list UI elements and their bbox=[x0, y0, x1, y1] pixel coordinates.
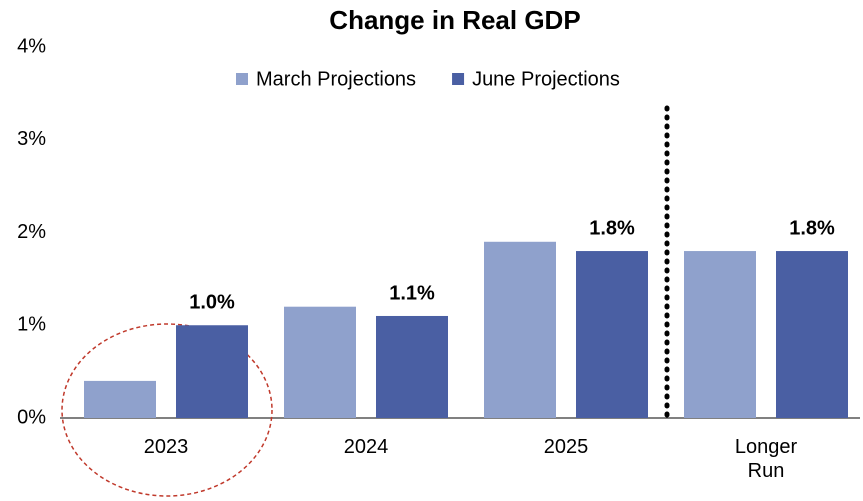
bar bbox=[376, 315, 448, 418]
data-label: 1.1% bbox=[389, 282, 435, 304]
bar bbox=[176, 325, 248, 418]
y-tick-label: 2% bbox=[17, 221, 46, 243]
bar bbox=[576, 251, 648, 418]
bar bbox=[484, 241, 556, 418]
bar bbox=[284, 306, 356, 418]
legend-label: June Projections bbox=[472, 68, 620, 90]
chart-title: Change in Real GDP bbox=[329, 5, 580, 35]
x-tick-label: Longer Run bbox=[734, 436, 798, 482]
legend-label: March Projections bbox=[256, 68, 416, 90]
x-tick-label: 2025 bbox=[543, 436, 589, 458]
legend-swatch bbox=[452, 73, 465, 85]
y-tick-label: 1% bbox=[17, 314, 46, 336]
y-tick-label: 0% bbox=[17, 406, 46, 428]
bar bbox=[684, 251, 756, 418]
bar bbox=[84, 380, 156, 418]
data-label: 1.8% bbox=[589, 217, 635, 239]
data-label: 1.0% bbox=[189, 292, 235, 314]
x-tick-label: 2024 bbox=[343, 436, 389, 458]
data-label: 1.8% bbox=[789, 217, 835, 239]
x-tick-label: 2023 bbox=[143, 436, 189, 458]
bar bbox=[776, 251, 848, 418]
highlight-ellipse bbox=[61, 323, 273, 497]
y-tick-label: 3% bbox=[17, 128, 46, 150]
legend-swatch bbox=[236, 73, 248, 85]
y-tick-label: 4% bbox=[17, 35, 46, 57]
